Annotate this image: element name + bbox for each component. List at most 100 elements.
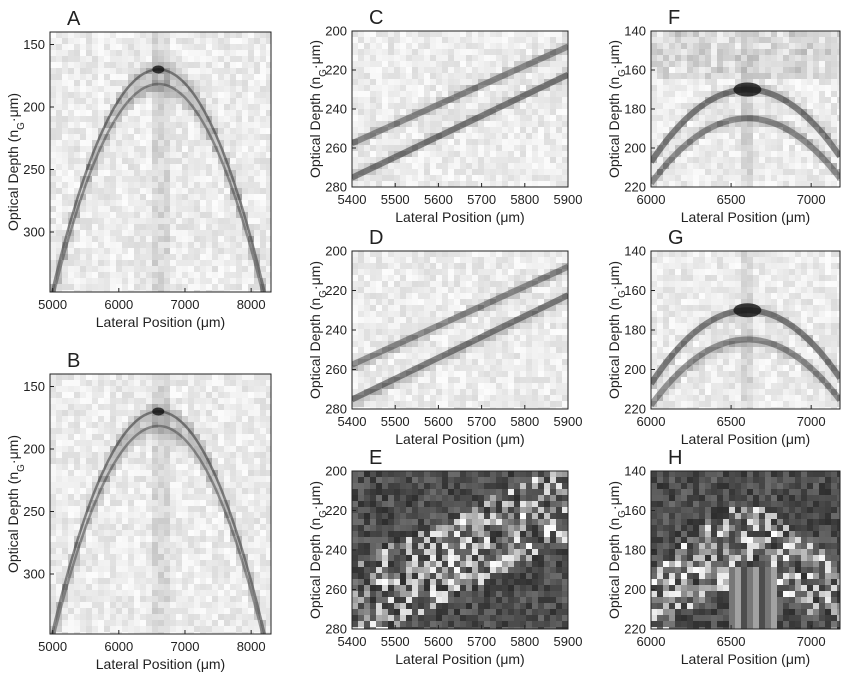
texture [230, 572, 237, 579]
texture [152, 392, 159, 399]
texture [460, 31, 467, 38]
texture [520, 353, 527, 360]
texture [56, 584, 63, 591]
texture [56, 476, 63, 483]
texture [98, 542, 105, 549]
texture [230, 158, 237, 165]
texture [194, 500, 201, 507]
texture [86, 212, 93, 219]
texture [170, 242, 177, 249]
texture [62, 146, 69, 153]
texture [418, 175, 425, 182]
texture [206, 236, 213, 243]
texture [182, 272, 189, 279]
texture [164, 272, 171, 279]
texture [116, 566, 123, 573]
texture [158, 398, 165, 405]
texture [164, 182, 171, 189]
texture [418, 311, 425, 318]
texture [206, 38, 213, 45]
texture [466, 359, 473, 366]
texture [122, 596, 129, 603]
texture [122, 134, 129, 141]
texture [176, 32, 183, 39]
texture [218, 278, 225, 285]
texture [164, 230, 171, 237]
texture [230, 134, 237, 141]
texture [376, 335, 383, 342]
texture [86, 92, 93, 99]
texture [140, 248, 147, 255]
texture [188, 476, 195, 483]
texture [212, 254, 219, 261]
texture [164, 212, 171, 219]
texture [388, 263, 395, 270]
texture [98, 392, 105, 399]
texture [538, 121, 545, 128]
texture [140, 560, 147, 567]
texture [56, 128, 63, 135]
texture [248, 482, 255, 489]
texture [254, 230, 261, 237]
texture [200, 530, 207, 537]
x-tick-label: 5800 [510, 192, 539, 207]
texture [218, 608, 225, 615]
texture [128, 152, 135, 159]
texture [496, 169, 503, 176]
texture [164, 260, 171, 267]
texture [400, 37, 407, 44]
texture [68, 404, 75, 411]
texture [164, 572, 171, 579]
texture [266, 122, 273, 129]
texture [248, 80, 255, 87]
texture [134, 386, 141, 393]
texture [358, 257, 365, 264]
texture [254, 524, 261, 531]
texture [116, 596, 123, 603]
texture [406, 281, 413, 288]
texture [140, 458, 147, 465]
texture [134, 554, 141, 561]
texture [134, 260, 141, 267]
texture [224, 566, 231, 573]
texture [158, 542, 165, 549]
texture [122, 452, 129, 459]
texture [520, 79, 527, 86]
texture [242, 410, 249, 417]
texture [176, 134, 183, 141]
texture [122, 410, 129, 417]
texture [164, 512, 171, 519]
texture [110, 560, 117, 567]
texture [56, 218, 63, 225]
texture [92, 374, 99, 381]
texture [260, 38, 267, 45]
texture [86, 122, 93, 129]
texture [86, 86, 93, 93]
texture [146, 38, 153, 45]
texture [496, 317, 503, 324]
texture [242, 260, 249, 267]
texture [80, 278, 87, 285]
texture [74, 92, 81, 99]
texture [260, 224, 267, 231]
texture [56, 380, 63, 387]
texture [164, 578, 171, 585]
texture [496, 335, 503, 342]
texture [236, 134, 243, 141]
texture [128, 416, 135, 423]
texture [544, 317, 551, 324]
texture [454, 73, 461, 80]
texture [266, 494, 273, 501]
texture [146, 152, 153, 159]
texture [260, 416, 267, 423]
texture [110, 578, 117, 585]
texture [254, 74, 261, 81]
texture [212, 602, 219, 609]
texture [212, 434, 219, 441]
texture [182, 74, 189, 81]
texture [212, 248, 219, 255]
texture [68, 272, 75, 279]
texture [152, 614, 159, 621]
texture [56, 158, 63, 165]
texture [140, 110, 147, 117]
